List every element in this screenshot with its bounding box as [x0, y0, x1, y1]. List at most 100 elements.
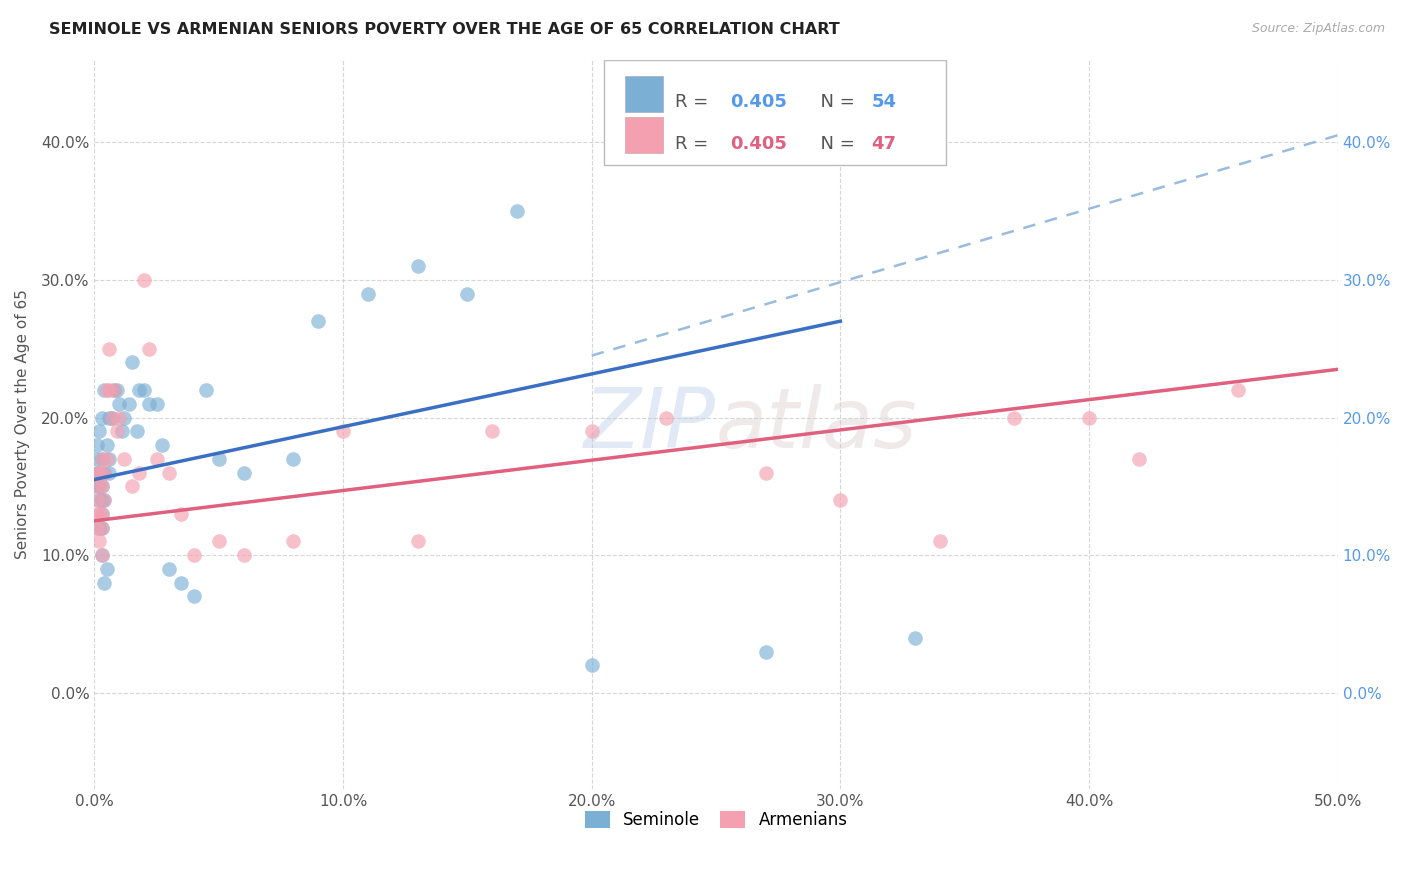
- Point: [145, 451, 167, 466]
- Point: [157, 466, 180, 480]
- Point: [90, 521, 112, 535]
- Point: [86, 451, 108, 466]
- Point: [90, 451, 112, 466]
- Point: [98, 466, 121, 480]
- Point: [89, 534, 111, 549]
- Point: [655, 410, 678, 425]
- Point: [406, 259, 429, 273]
- Point: [93, 466, 115, 480]
- Point: [93, 575, 115, 590]
- Point: [121, 479, 143, 493]
- Point: [90, 548, 112, 562]
- Point: [89, 521, 111, 535]
- Point: [118, 397, 141, 411]
- Point: [86, 507, 108, 521]
- Point: [406, 534, 429, 549]
- Point: [128, 383, 150, 397]
- Point: [93, 466, 115, 480]
- Point: [134, 383, 156, 397]
- Point: [208, 534, 231, 549]
- Point: [755, 466, 778, 480]
- Point: [1128, 451, 1150, 466]
- Text: SEMINOLE VS ARMENIAN SENIORS POVERTY OVER THE AGE OF 65 CORRELATION CHART: SEMINOLE VS ARMENIAN SENIORS POVERTY OVE…: [49, 22, 839, 37]
- FancyBboxPatch shape: [626, 117, 662, 153]
- Point: [157, 562, 180, 576]
- Point: [89, 493, 111, 508]
- Point: [90, 521, 112, 535]
- Point: [89, 479, 111, 493]
- Y-axis label: Seniors Poverty Over the Age of 65: Seniors Poverty Over the Age of 65: [15, 290, 30, 559]
- Point: [98, 410, 121, 425]
- Point: [195, 383, 218, 397]
- Text: R =: R =: [675, 93, 714, 111]
- Point: [93, 383, 115, 397]
- Point: [108, 397, 131, 411]
- Text: 0.405: 0.405: [730, 93, 786, 111]
- Point: [101, 410, 124, 425]
- Point: [481, 425, 503, 439]
- Point: [96, 562, 118, 576]
- Point: [138, 397, 160, 411]
- Point: [111, 425, 134, 439]
- Point: [98, 342, 121, 356]
- Point: [121, 355, 143, 369]
- Point: [86, 521, 108, 535]
- Legend: Seminole, Armenians: Seminole, Armenians: [578, 804, 853, 836]
- Point: [581, 425, 603, 439]
- Point: [90, 410, 112, 425]
- Point: [105, 425, 128, 439]
- Point: [112, 410, 135, 425]
- Point: [96, 438, 118, 452]
- Point: [86, 493, 108, 508]
- Point: [112, 451, 135, 466]
- Point: [90, 507, 112, 521]
- Point: [138, 342, 160, 356]
- Text: 0.405: 0.405: [730, 135, 786, 153]
- Point: [150, 438, 173, 452]
- Text: N =: N =: [810, 93, 860, 111]
- Point: [283, 451, 305, 466]
- Point: [90, 451, 112, 466]
- Point: [90, 479, 112, 493]
- Point: [125, 425, 148, 439]
- Point: [89, 466, 111, 480]
- Point: [307, 314, 329, 328]
- Point: [98, 451, 121, 466]
- Point: [170, 507, 193, 521]
- Point: [170, 575, 193, 590]
- Point: [208, 451, 231, 466]
- Point: [105, 383, 128, 397]
- Point: [89, 507, 111, 521]
- Text: 47: 47: [872, 135, 897, 153]
- Text: Source: ZipAtlas.com: Source: ZipAtlas.com: [1251, 22, 1385, 36]
- Point: [134, 273, 156, 287]
- Point: [1078, 410, 1101, 425]
- Point: [86, 479, 108, 493]
- Point: [89, 425, 111, 439]
- Point: [1227, 383, 1250, 397]
- Point: [506, 204, 529, 219]
- Point: [103, 383, 125, 397]
- Point: [232, 466, 254, 480]
- Point: [581, 658, 603, 673]
- Point: [86, 466, 108, 480]
- Point: [93, 493, 115, 508]
- Point: [101, 410, 124, 425]
- Point: [232, 548, 254, 562]
- Point: [928, 534, 950, 549]
- Text: ZIP: ZIP: [583, 384, 716, 465]
- Point: [755, 644, 778, 658]
- Point: [96, 451, 118, 466]
- Point: [128, 466, 150, 480]
- Text: R =: R =: [675, 135, 714, 153]
- Point: [90, 507, 112, 521]
- Point: [90, 548, 112, 562]
- Point: [103, 383, 125, 397]
- Point: [283, 534, 305, 549]
- Point: [98, 383, 121, 397]
- Point: [96, 383, 118, 397]
- Point: [183, 548, 205, 562]
- FancyBboxPatch shape: [605, 60, 946, 165]
- Point: [145, 397, 167, 411]
- Point: [86, 466, 108, 480]
